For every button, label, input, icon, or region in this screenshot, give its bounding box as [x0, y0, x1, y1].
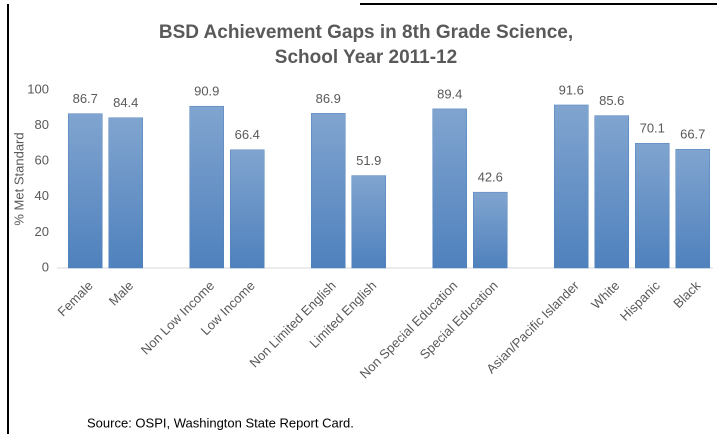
bar	[67, 113, 103, 269]
y-tick-label: 80	[35, 117, 49, 132]
value-label: 89.4	[437, 86, 462, 101]
x-tick-label: Asian/Pacific Islander	[483, 277, 582, 376]
bar	[634, 142, 670, 269]
value-label: 66.4	[235, 127, 260, 142]
y-axis-label: % Met Standard	[11, 132, 26, 225]
value-label: 86.9	[316, 91, 341, 106]
value-label: 66.7	[680, 127, 705, 142]
value-label: 85.6	[599, 93, 624, 108]
bar	[351, 175, 387, 269]
value-label: 86.7	[73, 91, 98, 106]
bar	[310, 113, 346, 269]
value-label: 91.6	[559, 82, 584, 97]
y-tick-label: 40	[35, 188, 49, 203]
x-tick-label: Special Education	[417, 278, 501, 362]
value-label: 42.6	[478, 170, 503, 185]
y-tick-label: 60	[35, 153, 49, 168]
value-label: 70.1	[640, 121, 665, 136]
bar	[472, 191, 508, 269]
bar	[553, 104, 589, 269]
source-note: Source: OSPI, Washington State Report Ca…	[87, 415, 354, 430]
y-tick-label: 0	[42, 259, 49, 274]
chart-title: School Year 2011-12	[275, 47, 457, 68]
bar	[108, 117, 144, 269]
x-tick-label: Black	[670, 278, 703, 311]
x-tick-label: Hispanic	[617, 278, 663, 324]
x-tick-label: White	[588, 278, 622, 312]
bar	[594, 115, 630, 269]
bar	[229, 149, 265, 269]
value-label: 90.9	[194, 84, 219, 99]
bar	[189, 105, 225, 269]
chart-title: BSD Achievement Gaps in 8th Grade Scienc…	[159, 22, 573, 43]
x-tick-label: Male	[106, 278, 137, 309]
bar	[675, 149, 711, 269]
y-tick-label: 20	[35, 224, 49, 239]
x-tick-label: Non Low Income	[138, 278, 218, 358]
value-label: 84.4	[113, 95, 138, 110]
x-tick-label: Female	[55, 278, 96, 319]
bar	[432, 108, 468, 269]
value-label: 51.9	[356, 153, 381, 168]
y-tick-label: 100	[27, 81, 49, 96]
